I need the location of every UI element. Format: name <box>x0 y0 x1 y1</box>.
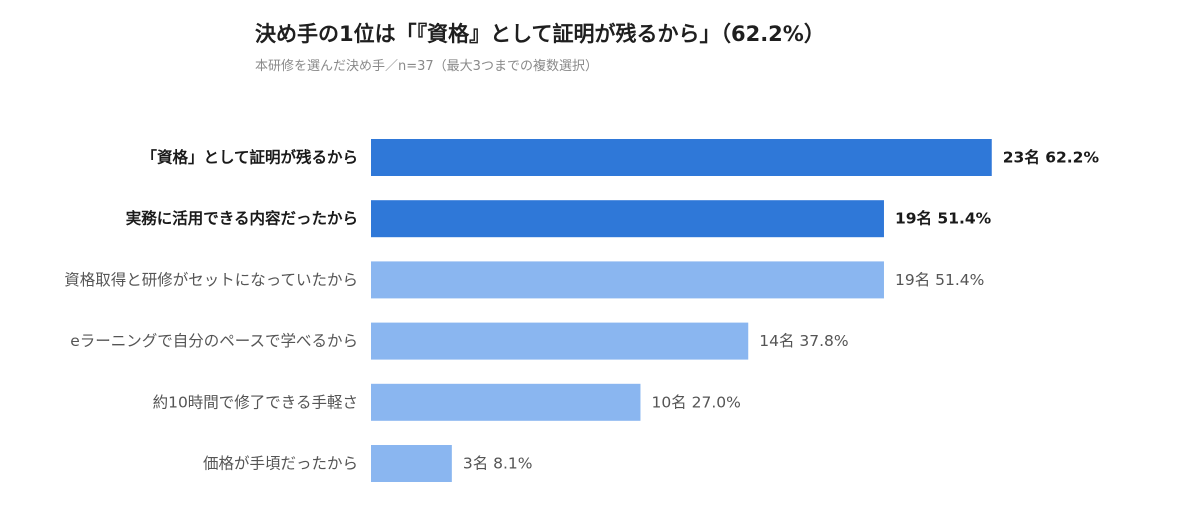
bar-5 <box>371 445 452 482</box>
value-label-4: 10名 27.0% <box>651 393 740 411</box>
category-label-3: eラーニングで自分のペースで学べるから <box>70 332 358 350</box>
bar-2 <box>371 261 884 299</box>
value-label-0: 23名 62.2% <box>1003 148 1100 167</box>
value-label-3: 14名 37.8% <box>759 332 848 350</box>
category-label-5: 価格が手頃だったから <box>203 455 358 473</box>
bar-4 <box>371 383 641 421</box>
value-label-1: 19名 51.4% <box>895 209 992 228</box>
value-label-2: 19名 51.4% <box>895 271 984 289</box>
category-label-4: 約10時間で修了できる手軽さ <box>153 393 358 411</box>
bar-1 <box>371 200 884 238</box>
category-label-0: 「資格」として証明が残るから <box>141 148 358 167</box>
category-label-2: 資格取得と研修がセットになっていたから <box>64 271 358 289</box>
value-label-5: 3名 8.1% <box>463 455 533 473</box>
category-label-1: 実務に活用できる内容だったから <box>126 209 358 228</box>
bar-3 <box>371 322 749 360</box>
bar-0 <box>371 139 992 176</box>
chart-title: 決め手の1位は「『資格』として証明が残るから」（62.2%） <box>255 22 825 46</box>
chart-subtitle: 本研修を選んだ決め手／n=37（最大3つまでの複数選択） <box>255 59 598 74</box>
